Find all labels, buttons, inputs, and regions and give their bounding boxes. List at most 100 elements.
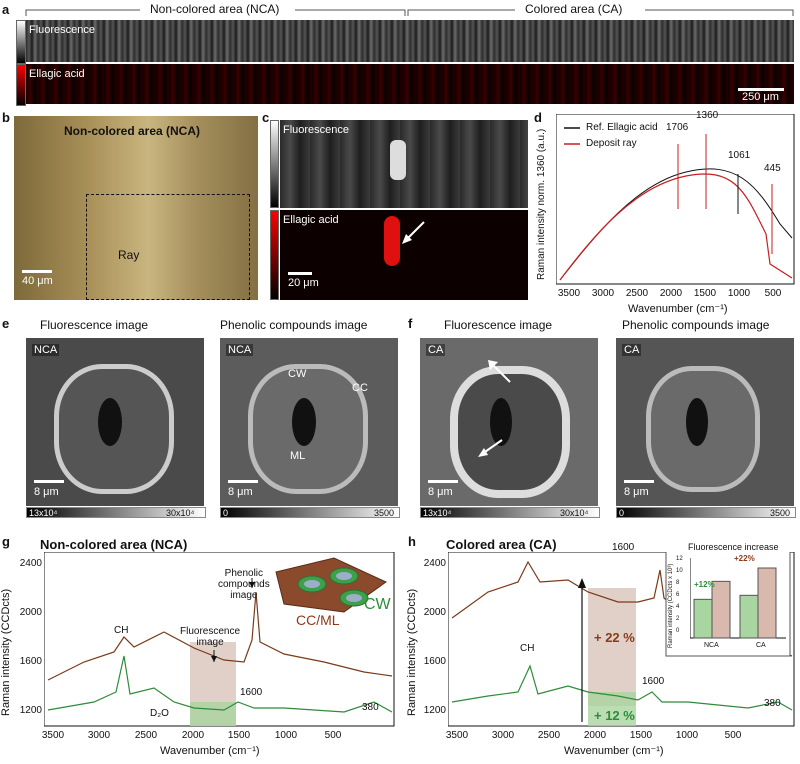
inset-pct-b: +22%	[734, 554, 755, 563]
panel-e-fluor-colorbar	[26, 507, 206, 518]
ann-line: image	[196, 637, 224, 648]
ann-line: Fluorescence	[180, 626, 241, 637]
panel-b-ray-label: Ray	[118, 248, 140, 262]
panel-g-ann-phen: Phenolic compounds image	[218, 568, 270, 601]
panel-c-ellagic-image: Ellagic acid 20 μm	[280, 210, 528, 300]
panel-h-ann-1600b: 1600	[642, 676, 665, 687]
panel-a-brackets	[25, 9, 794, 16]
panel-h-ann-ch: CH	[520, 643, 535, 654]
panel-e-phen-tag: NCA	[226, 344, 254, 356]
panel-g-ytick: 1600	[19, 656, 42, 667]
cell-lumen-blue	[336, 572, 352, 580]
panel-d-xtick: 2500	[625, 288, 649, 299]
panel-f-phen-title: Phenolic compounds image	[622, 318, 770, 332]
panel-g-letter: g	[2, 534, 10, 549]
panel-h-xtick: 1500	[629, 730, 653, 741]
panel-e-phen-scale-bar	[228, 480, 258, 483]
panel-g-xtick: 500	[324, 730, 342, 741]
panel-d-xtick: 3500	[557, 288, 581, 299]
panel-a-fluor-colorbar	[16, 20, 26, 64]
panel-a-ellagic-colorbar	[16, 64, 26, 106]
panel-g-ann-fluor: Fluorescence image	[180, 626, 240, 648]
panel-a-letter: a	[2, 2, 10, 17]
inset-bar-nca-1	[711, 580, 731, 639]
panel-f-fluor-colorbar	[420, 507, 600, 518]
panel-b-ray-box	[86, 194, 250, 300]
panel-g-ann-ccml: CC/ML	[296, 612, 340, 628]
panel-e-fluor-cb-max: 30x10⁴	[166, 508, 195, 518]
inset-ytick: 8	[676, 580, 680, 586]
panel-g-xlabel: Wavenumber (cm⁻¹)	[160, 745, 260, 757]
inset-title: Fluorescence increase	[688, 542, 779, 552]
inset-ytick: 6	[676, 592, 680, 598]
label-cw: CW	[288, 368, 307, 380]
panel-c-ellagic-label: Ellagic acid	[283, 214, 339, 226]
panel-g-xtick: 3500	[41, 730, 65, 741]
panel-g-xtick: 1000	[274, 730, 298, 741]
panel-d-peak-1061: 1061	[728, 150, 751, 161]
panel-f-phen-cb-min: 0	[619, 508, 625, 518]
panel-d-xlabel: Wavenumber (cm⁻¹)	[628, 303, 728, 315]
panel-a-scale-bar	[738, 88, 784, 91]
ann-line: Phenolic	[224, 568, 264, 579]
inset-bar-ca-1	[757, 567, 777, 639]
panel-f-phen-tag: CA	[622, 344, 642, 356]
panel-c-scale-bar	[288, 272, 312, 275]
fluorescence-band	[588, 588, 636, 706]
panel-f-fluor-tag: CA	[426, 344, 446, 356]
panel-e-fluor-scale-bar	[34, 480, 64, 483]
panel-d-chart	[556, 114, 795, 285]
panel-c-letter: c	[262, 110, 270, 125]
panel-a-fluor-label: Fluorescence	[29, 24, 96, 36]
panel-a-fluor-image: Fluorescence	[26, 20, 794, 62]
panel-h-title: Colored area (CA)	[446, 537, 557, 552]
panel-e-fluor-tag: NCA	[32, 344, 60, 356]
inset-cat-nca: NCA	[704, 642, 719, 649]
panel-e-letter: e	[2, 316, 10, 331]
panel-d-xtick: 1000	[727, 288, 751, 299]
panel-g-ann-1600: 1600	[240, 687, 263, 698]
panel-g-ytick: 1200	[19, 705, 42, 716]
panel-c-fluor-image: Fluorescence	[280, 120, 528, 208]
panel-c-arrow-icon	[402, 221, 425, 244]
panel-c-bright-spot	[390, 140, 406, 180]
panel-g-ylabel: Raman intensity (CCDcts)	[0, 588, 12, 716]
panel-a-ellagic-image: Ellagic acid 250 μm	[26, 64, 794, 104]
inset-bar-ca-0	[739, 594, 759, 639]
cell-lumen-blue	[346, 594, 362, 602]
inset-ytick: 4	[676, 604, 680, 610]
panel-a-nca-header: Non-colored area (NCA)	[150, 2, 280, 16]
arrow-icon	[488, 360, 511, 383]
panel-g-ann-380: 380	[362, 702, 379, 713]
arrow-icon	[478, 439, 503, 457]
panel-c-fluor-colorbar	[270, 120, 279, 208]
panel-d-letter: d	[534, 110, 542, 125]
panel-g-title: Non-colored area (NCA)	[40, 537, 188, 552]
panel-d-peak-445: 445	[764, 163, 781, 174]
panel-g-ytick: 2000	[19, 607, 42, 618]
panel-g-xtick: 3000	[87, 730, 111, 741]
panel-f-fluor-cb-max: 30x10⁴	[560, 508, 589, 518]
ann-line: compounds	[218, 579, 270, 590]
inset-ytick: 2	[676, 616, 680, 622]
cell-lumen-blue	[304, 580, 320, 588]
panel-g-ann-d2o: D₂O	[150, 708, 169, 719]
panel-f-fluor-scale-bar	[428, 480, 458, 483]
inset-bars	[690, 558, 786, 639]
inset-ytick: 0	[676, 628, 680, 634]
panel-e-fluor-title: Fluorescence image	[40, 318, 149, 332]
panel-g-chart	[44, 552, 395, 727]
panel-g-ann-cw: CW	[364, 596, 391, 613]
panel-h-ann-1600a: 1600	[612, 542, 635, 553]
panel-f-fluor-image: CA 8 μm	[420, 338, 598, 506]
panel-d-legend-deposit: Deposit ray	[586, 138, 637, 149]
inset-ytick: 10	[676, 568, 683, 574]
panel-h-ytick: 1600	[423, 656, 446, 667]
panel-e-phen-image: NCA CW CC ML 8 μm	[220, 338, 398, 506]
panel-e-phen-title: Phenolic compounds image	[220, 318, 368, 332]
panel-e-phen-scale-text: 8 μm	[228, 486, 253, 498]
panel-d-xtick: 3000	[591, 288, 615, 299]
panel-h-xtick: 3000	[491, 730, 515, 741]
panel-f-fluor-title: Fluorescence image	[444, 318, 553, 332]
cell-lumen	[98, 398, 122, 446]
